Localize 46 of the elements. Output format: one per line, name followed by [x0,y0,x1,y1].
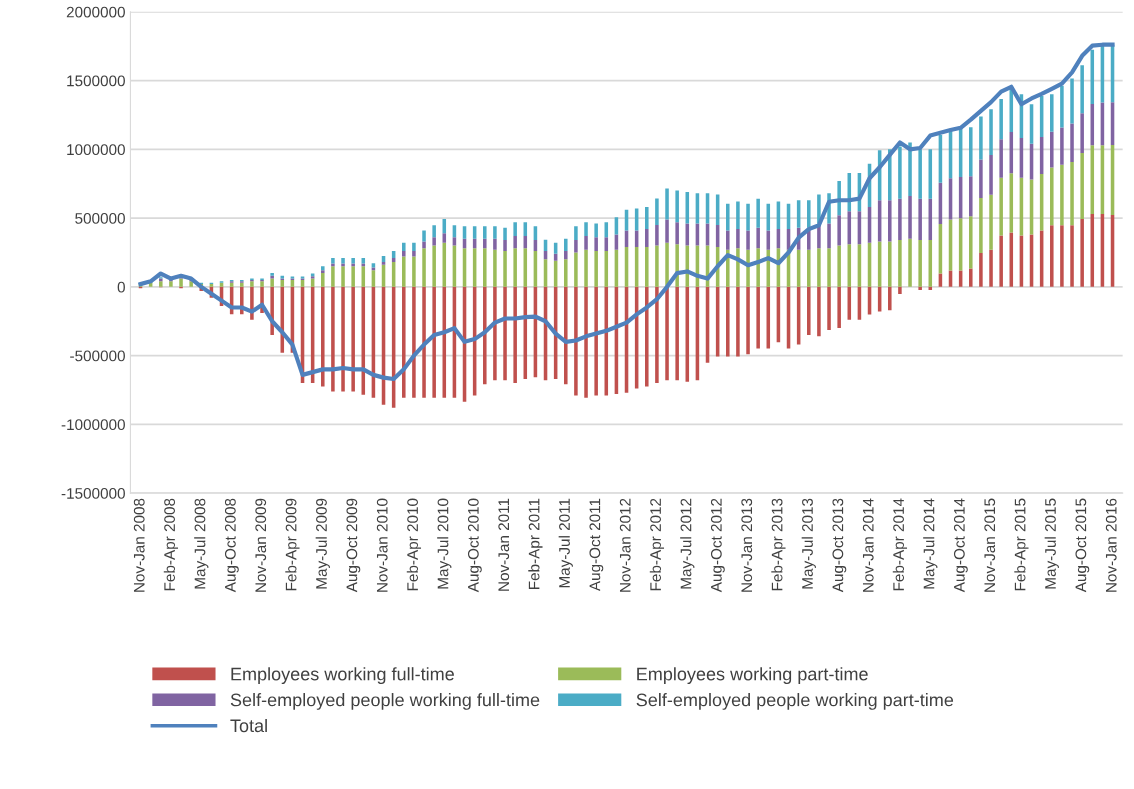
x-tick-label: Aug-Oct 2008 [224,498,239,593]
x-tick-label: Aug-Oct 2009 [346,498,361,593]
x-tick-label: May-Jul 2011 [558,498,573,588]
y-tick-label: 1000000 [67,144,125,156]
x-tick-label: Aug-Oct 2014 [953,498,968,593]
x-tick-label: May-Jul 2014 [923,498,938,589]
x-tick-label: Aug-Oct 2012 [710,498,725,593]
x-tick-label: Nov-Jan 2013 [741,498,753,592]
x-tick-label: Feb-Apr 2009 [285,498,300,591]
x-tick-label: Nov-Jan 2008 [133,498,145,592]
y-tick-label: 500000 [75,212,125,224]
x-tick-label: Nov-Jan 2009 [255,498,267,592]
x-tick-label: Nov-Jan 2010 [376,498,388,592]
y-tick-label: -1500000 [61,487,125,499]
x-tick-label: May-Jul 2009 [315,498,330,589]
x-tick-label: Aug-Oct 2015 [1075,498,1090,593]
x-tick-label: May-Jul 2013 [801,498,816,589]
x-tick-label: Feb-Apr 2008 [163,498,179,591]
y-tick-label: 0 [117,281,125,293]
legend-label: Employees working part-time [637,667,868,685]
x-tick-label: Feb-Apr 2011 [528,498,543,590]
legend-label: Employees working full-time [231,667,454,685]
x-tick-label: Aug-Oct 2013 [832,498,847,593]
x-tick-label: Nov-Jan 2015 [984,498,996,592]
legend-label: Total [230,718,267,733]
x-tick-label: Feb-Apr 2010 [406,498,422,591]
x-tick-label: May-Jul 2015 [1044,498,1059,589]
x-tick-label: Feb-Apr 2014 [892,498,908,591]
x-tick-label: Feb-Apr 2012 [649,498,665,591]
x-tick-label: Feb-Apr 2015 [1014,498,1029,591]
x-tick-label: Nov-Jan 2016 [1105,498,1117,592]
y-tick-label: -1000000 [61,419,125,431]
x-tick-label: Nov-Jan 2011 [498,498,510,591]
x-tick-label: May-Jul 2012 [680,498,695,589]
x-tick-label: May-Jul 2010 [437,498,452,589]
legend-label: Self-employed people working full-time [230,693,540,710]
x-tick-label: Aug-Oct 2010 [467,498,482,593]
x-tick-label: Nov-Jan 2012 [619,498,631,592]
y-tick-label: 1500000 [67,75,125,87]
y-tick-label: 2000000 [66,6,125,18]
x-tick-label: Nov-Jan 2014 [862,498,874,592]
x-tick-label: May-Jul 2008 [194,498,209,589]
x-tick-label: Aug-Oct 2011 [589,498,604,592]
y-tick-label: -500000 [70,350,125,362]
legend-label: Self-employed people working part-time [636,693,954,710]
x-tick-label: Feb-Apr 2013 [771,498,786,591]
